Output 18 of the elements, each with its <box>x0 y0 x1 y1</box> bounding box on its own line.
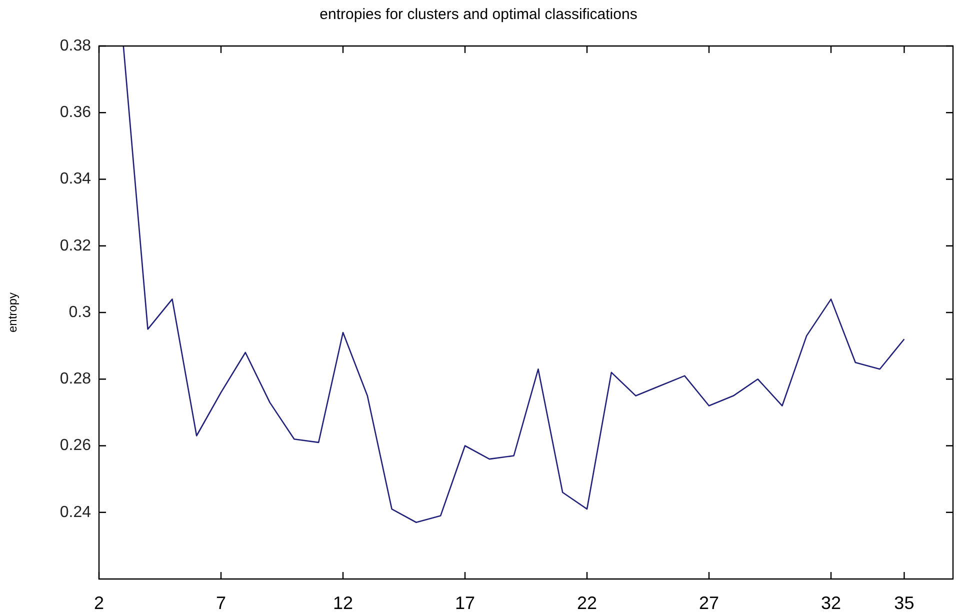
y-tick-label: 0.26 <box>60 437 92 454</box>
y-tick-label: 0.32 <box>60 237 92 254</box>
y-tick-label: 0.34 <box>60 170 92 188</box>
chart-title: entropies for clusters and optimal classifications <box>320 6 638 24</box>
y-axis-title: entropy <box>6 292 20 333</box>
x-tick-label: 27 <box>698 592 720 613</box>
y-tick-label: 0.3 <box>68 304 92 321</box>
y-tick-label: 0.36 <box>60 104 92 122</box>
y-tick-label: 0.38 <box>60 37 92 54</box>
x-tick-label: 35 <box>894 592 914 613</box>
x-tick-label: 12 <box>332 592 354 613</box>
x-tick-label: 22 <box>576 592 598 613</box>
x-tick-label: 17 <box>454 592 476 613</box>
x-tick-label: 2 <box>94 592 104 613</box>
y-tick-label: 0.24 <box>60 504 92 521</box>
y-tick-label: 0.28 <box>60 370 92 388</box>
x-tick-label: 32 <box>820 592 842 613</box>
x-tick-label: 7 <box>216 592 226 613</box>
